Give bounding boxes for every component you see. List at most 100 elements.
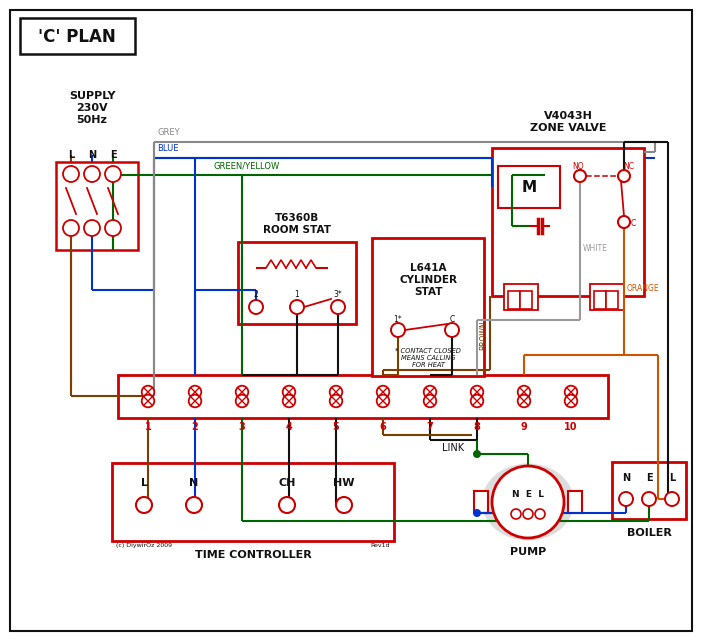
Text: 'C' PLAN: 'C' PLAN (38, 28, 116, 46)
Circle shape (642, 492, 656, 506)
FancyBboxPatch shape (498, 166, 560, 208)
Circle shape (279, 497, 295, 513)
Circle shape (564, 395, 577, 407)
Circle shape (63, 220, 79, 236)
Circle shape (63, 166, 79, 182)
Circle shape (330, 395, 343, 407)
FancyBboxPatch shape (10, 10, 692, 631)
Text: N: N (622, 473, 630, 483)
Text: BROWN: BROWN (479, 320, 488, 350)
FancyBboxPatch shape (112, 463, 394, 541)
Text: 3*: 3* (333, 290, 343, 299)
Circle shape (535, 509, 545, 519)
Circle shape (249, 300, 263, 314)
Circle shape (84, 166, 100, 182)
Text: L: L (669, 473, 675, 483)
Circle shape (105, 166, 121, 182)
Text: 2: 2 (192, 422, 199, 432)
Text: * CONTACT CLOSED
MEANS CALLING
FOR HEAT: * CONTACT CLOSED MEANS CALLING FOR HEAT (395, 348, 461, 368)
Text: LINK: LINK (442, 443, 465, 453)
FancyBboxPatch shape (594, 291, 606, 309)
Text: 6: 6 (380, 422, 386, 432)
Text: 7: 7 (427, 422, 433, 432)
Text: 3: 3 (239, 422, 246, 432)
Text: CH: CH (278, 478, 296, 488)
Text: C: C (630, 219, 635, 228)
Circle shape (574, 170, 586, 182)
Text: HW: HW (333, 478, 355, 488)
Circle shape (336, 497, 352, 513)
Circle shape (283, 395, 296, 407)
Text: N: N (190, 478, 199, 488)
Text: N  E  L: N E L (512, 490, 544, 499)
Circle shape (84, 220, 100, 236)
Text: 4: 4 (286, 422, 292, 432)
FancyBboxPatch shape (612, 462, 686, 519)
Circle shape (471, 386, 483, 398)
Circle shape (665, 492, 679, 506)
Circle shape (564, 386, 577, 398)
Text: 1: 1 (295, 290, 299, 299)
Circle shape (523, 509, 533, 519)
Circle shape (290, 300, 304, 314)
Text: GREEN/YELLOW: GREEN/YELLOW (213, 161, 279, 170)
Circle shape (511, 509, 521, 519)
Circle shape (618, 170, 630, 182)
Text: 2: 2 (253, 290, 258, 299)
Circle shape (142, 395, 154, 407)
Circle shape (391, 323, 405, 337)
FancyBboxPatch shape (606, 291, 618, 309)
FancyBboxPatch shape (568, 491, 582, 513)
FancyBboxPatch shape (492, 148, 644, 296)
Text: NC: NC (623, 162, 635, 171)
Text: Rev1d: Rev1d (371, 543, 390, 548)
Circle shape (186, 497, 202, 513)
FancyBboxPatch shape (372, 238, 484, 376)
Circle shape (473, 450, 481, 458)
FancyBboxPatch shape (474, 491, 488, 513)
Text: ORANGE: ORANGE (627, 283, 660, 292)
Circle shape (189, 386, 201, 398)
Text: N: N (88, 150, 96, 160)
Circle shape (105, 220, 121, 236)
FancyBboxPatch shape (238, 242, 356, 324)
Circle shape (473, 509, 481, 517)
Text: M: M (522, 179, 536, 194)
Text: GREY: GREY (157, 128, 180, 137)
Circle shape (236, 386, 249, 398)
Circle shape (471, 395, 483, 407)
FancyBboxPatch shape (520, 291, 532, 309)
Circle shape (283, 386, 296, 398)
Text: T6360B
ROOM STAT: T6360B ROOM STAT (263, 213, 331, 235)
Circle shape (330, 386, 343, 398)
Circle shape (424, 386, 437, 398)
Ellipse shape (482, 463, 574, 540)
Text: E: E (110, 150, 117, 160)
Text: L: L (140, 478, 147, 488)
Text: 9: 9 (521, 422, 527, 432)
Text: E: E (646, 473, 652, 483)
Text: L641A
CYLINDER
STAT: L641A CYLINDER STAT (399, 263, 457, 297)
Circle shape (445, 323, 459, 337)
Text: 8: 8 (474, 422, 480, 432)
Circle shape (618, 216, 630, 228)
Text: 1: 1 (145, 422, 152, 432)
Text: WHITE: WHITE (583, 244, 608, 253)
Circle shape (377, 386, 390, 398)
Text: SUPPLY
230V
50Hz: SUPPLY 230V 50Hz (69, 92, 115, 124)
FancyBboxPatch shape (504, 284, 538, 310)
Text: (c) DiywirOz 2009: (c) DiywirOz 2009 (116, 543, 172, 548)
Text: 1*: 1* (394, 315, 402, 324)
Circle shape (517, 395, 530, 407)
Text: BLUE: BLUE (157, 144, 178, 153)
Circle shape (377, 395, 390, 407)
Text: V4043H
ZONE VALVE: V4043H ZONE VALVE (530, 111, 607, 133)
Circle shape (189, 395, 201, 407)
Text: NO: NO (572, 162, 584, 171)
Circle shape (136, 497, 152, 513)
Circle shape (424, 395, 437, 407)
Text: PUMP: PUMP (510, 547, 546, 557)
Circle shape (236, 395, 249, 407)
Circle shape (619, 492, 633, 506)
Text: BOILER: BOILER (627, 528, 671, 538)
